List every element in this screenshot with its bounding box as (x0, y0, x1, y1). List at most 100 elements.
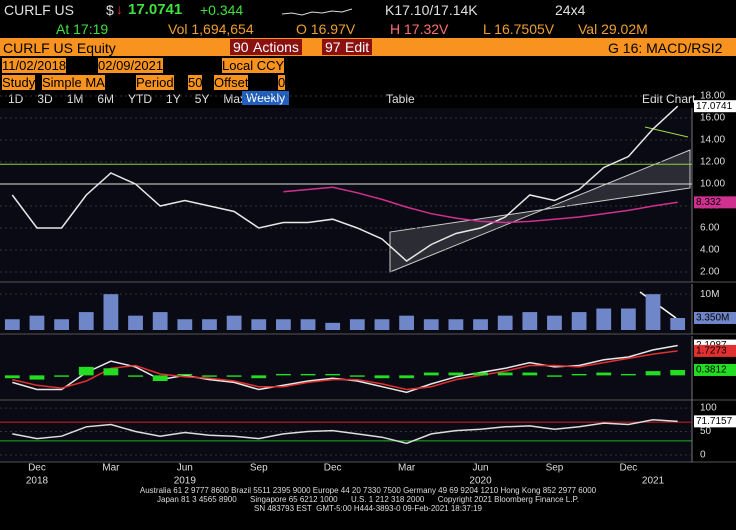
trend-line (644, 126, 689, 138)
bar (571, 373, 587, 376)
bar (448, 372, 464, 376)
high: H 17.32V (390, 21, 449, 37)
bar (645, 371, 661, 376)
bar (325, 322, 341, 330)
ticker: CURLF US (4, 2, 75, 18)
year-label: 2021 (642, 476, 665, 487)
y-tick-label: 18.00 (700, 91, 725, 102)
value-tag-label: 71.7157 (696, 416, 733, 427)
bar (522, 372, 538, 376)
x-tick-label: Dec (619, 463, 637, 474)
bar (177, 373, 193, 376)
bar (596, 372, 612, 376)
bar (202, 319, 217, 330)
period[interactable]: 50 (188, 75, 203, 90)
value-tag (694, 196, 736, 209)
x-tick-label: Dec (324, 463, 342, 474)
x-tick-label: Jun (472, 463, 488, 474)
bar (497, 372, 513, 376)
series-line (12, 419, 678, 445)
bar (547, 315, 562, 330)
bar (128, 375, 143, 377)
end-date[interactable]: 02/09/2021 (98, 58, 164, 73)
bar (226, 315, 242, 330)
x-tick-label: Mar (398, 463, 416, 474)
bar (547, 375, 562, 377)
sparkline (282, 8, 352, 16)
bar (177, 319, 193, 330)
actions-key[interactable]: 90 (230, 39, 252, 55)
low: L 16.7505V (483, 21, 555, 37)
y-tick-label: 2.00 (700, 267, 720, 278)
x-tick-label: Jun (177, 463, 193, 474)
value-tag (694, 311, 736, 324)
y-tick-label: 12.00 (700, 157, 725, 168)
plot-background (0, 108, 692, 462)
offset[interactable]: 0 (278, 75, 286, 90)
y-tick-label: 100 (700, 403, 717, 414)
value-tag-label: 3.350M (696, 313, 729, 324)
bar (349, 319, 365, 330)
bar (29, 375, 45, 380)
bar (349, 375, 365, 377)
series-line (11, 105, 679, 262)
footer-line: Japan 81 3 4565 8900 Singapore 65 6212 1… (157, 495, 579, 504)
year-label: 2020 (469, 476, 492, 487)
bar (78, 312, 94, 330)
year-label: 2018 (26, 476, 49, 487)
bar (325, 373, 341, 376)
bar (473, 372, 488, 376)
value-tag-label: 0.3812 (696, 365, 727, 376)
bar (596, 308, 612, 330)
security[interactable]: CURLF US Equity (3, 40, 116, 56)
bar (374, 319, 390, 330)
bar (448, 319, 464, 330)
bar (670, 317, 686, 330)
range-button[interactable]: 1Y (166, 92, 181, 106)
study[interactable]: Simple MA (42, 75, 105, 90)
bar (497, 315, 513, 330)
bar (54, 319, 69, 330)
bar (300, 319, 316, 330)
y-tick-label: 0 (700, 450, 706, 461)
bar (621, 373, 636, 376)
bar (152, 312, 168, 330)
open: O 16.97V (296, 21, 356, 37)
bar (78, 366, 94, 376)
start-date[interactable]: 11/02/2018 (2, 58, 67, 73)
value-tag (694, 363, 736, 376)
currency-select[interactable]: Local CCY (222, 58, 285, 73)
bar (4, 375, 20, 379)
bar (276, 373, 291, 376)
y-tick-label: 16.00 (700, 113, 725, 124)
value-tag (694, 415, 736, 428)
bar (473, 319, 488, 330)
value-tag-label: 1.7273 (696, 346, 727, 357)
y-tick-label: 10M (700, 289, 719, 300)
value: Val 29.02M (578, 21, 648, 37)
x-tick-label: Sep (546, 463, 564, 474)
actions[interactable]: Actions (250, 39, 302, 55)
bar (399, 375, 414, 379)
bar (571, 312, 587, 330)
frequency[interactable]: Weekly (242, 91, 290, 105)
change: +0.344 (200, 2, 244, 18)
offset-label: Offset (214, 75, 249, 90)
table-button[interactable]: Table (386, 92, 415, 106)
series-line (12, 350, 678, 391)
bar (54, 375, 69, 377)
last-price: 17.0741 (128, 1, 183, 18)
footer-line: Australia 61 2 9777 8600 Brazil 5511 239… (139, 486, 597, 495)
footer: Australia 61 2 9777 8600 Brazil 5511 239… (0, 486, 736, 513)
edit-key[interactable]: 97 (322, 39, 344, 55)
bar (670, 369, 686, 376)
bar (374, 375, 390, 379)
year-label: 2019 (174, 476, 197, 487)
series-line (283, 186, 678, 224)
bar (226, 375, 242, 377)
edit[interactable]: Edit (342, 39, 373, 55)
y-tick-label: 50 (700, 426, 712, 437)
y-tick-label: 6.00 (700, 223, 720, 234)
edit-chart[interactable]: Edit Chart (642, 92, 696, 106)
